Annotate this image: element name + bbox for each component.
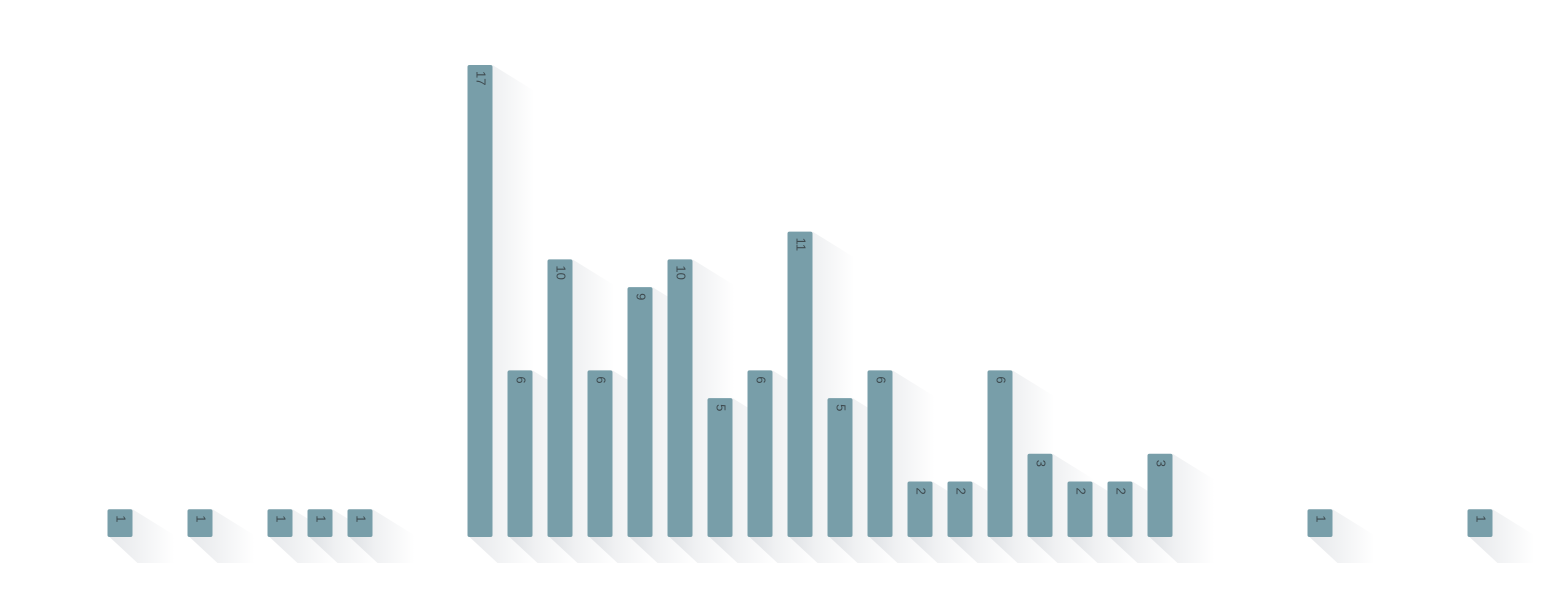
- bar: [507, 370, 533, 537]
- value-label: 6: [874, 376, 889, 383]
- value-label: 6: [514, 376, 529, 383]
- bar: [307, 509, 333, 537]
- value-label: 9: [634, 293, 649, 300]
- bar: [187, 509, 213, 537]
- bar: [547, 259, 573, 537]
- shadow-layer: [109, 65, 1535, 563]
- bar: [1307, 509, 1333, 537]
- value-label: 1: [1474, 515, 1489, 522]
- value-label: 1: [354, 515, 369, 522]
- bar: [907, 481, 933, 537]
- value-label: 6: [994, 376, 1009, 383]
- value-label: 5: [834, 404, 849, 411]
- value-label: 2: [954, 487, 969, 494]
- bar: [707, 398, 733, 537]
- bar: [467, 65, 493, 537]
- value-label: 1: [274, 515, 289, 522]
- value-label: 1: [114, 515, 129, 522]
- bar: [947, 481, 973, 537]
- value-label: 1: [1314, 515, 1329, 522]
- bar: [1467, 509, 1493, 537]
- bar: [867, 370, 893, 537]
- bar: [1027, 453, 1053, 537]
- value-label: 6: [754, 376, 769, 383]
- value-label: 6: [594, 376, 609, 383]
- bar: [987, 370, 1013, 537]
- bar: [587, 370, 613, 537]
- value-label: 2: [914, 487, 929, 494]
- bar: [827, 398, 853, 537]
- bar: [267, 509, 293, 537]
- value-label: 2: [1114, 487, 1129, 494]
- bar: [1107, 481, 1133, 537]
- value-label: 10: [554, 265, 569, 279]
- bar: [747, 370, 773, 537]
- bar: [107, 509, 133, 537]
- value-label: 10: [674, 265, 689, 279]
- bar: [1147, 453, 1173, 537]
- value-label: 17: [474, 71, 489, 85]
- bar: [627, 287, 653, 537]
- bar: [1067, 481, 1093, 537]
- bar: [347, 509, 373, 537]
- value-label: 1: [314, 515, 329, 522]
- value-label: 3: [1034, 460, 1049, 467]
- value-label: 5: [714, 404, 729, 411]
- value-label: 2: [1074, 487, 1089, 494]
- value-label: 3: [1154, 460, 1169, 467]
- bar: [667, 259, 693, 537]
- bar: [787, 231, 813, 537]
- value-label: 11: [794, 238, 809, 252]
- value-label: 1: [194, 515, 209, 522]
